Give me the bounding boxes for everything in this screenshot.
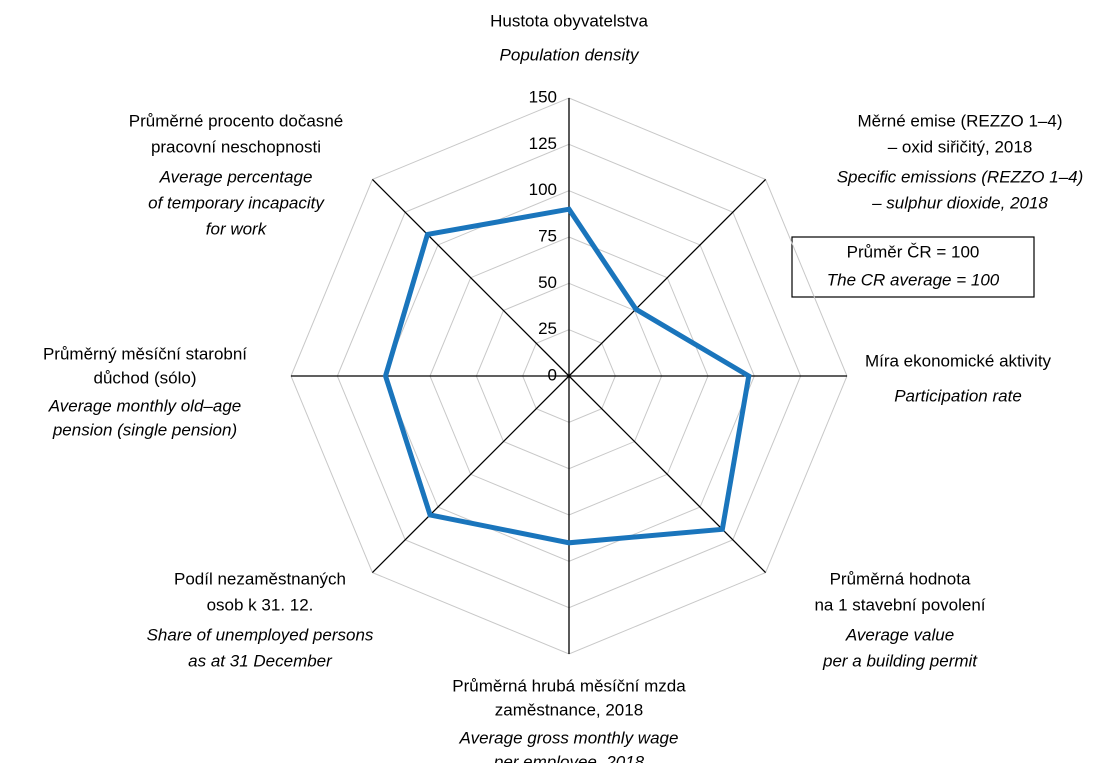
category-label-en: for work: [206, 219, 268, 238]
category-label-en: per employee, 2018: [493, 752, 645, 763]
category-label-en: pension (single pension): [52, 420, 237, 439]
axis-line: [371, 178, 570, 377]
axis-line: [568, 178, 767, 377]
annotation-box: [791, 236, 1035, 298]
category-label: Průměrný měsíční starobní: [43, 344, 247, 363]
category-label: Průměrná hrubá měsíční mzda: [452, 676, 686, 695]
category-label-en: Population density: [500, 45, 640, 64]
category-label-en: – sulphur dioxide, 2018: [871, 193, 1048, 212]
category-label-en: Specific emissions (REZZO 1–4): [837, 167, 1084, 186]
annotation: The CR average = 100: [827, 270, 1000, 289]
y-tick-label: 125: [529, 134, 557, 153]
category-label-en: Average value: [845, 625, 954, 644]
series-line: [382, 206, 752, 546]
category-label: Průměrné procento dočasné: [129, 111, 344, 130]
category-label-en: Participation rate: [894, 386, 1022, 405]
category-label: Podíl nezaměstnaných: [174, 569, 346, 588]
category-label-en: Average monthly old–age: [48, 396, 242, 415]
category-label: Průměrná hodnota: [830, 569, 971, 588]
y-tick-label: 0: [548, 365, 557, 384]
category-label: pracovní neschopnosti: [151, 137, 321, 156]
category-label: Hustota obyvatelstva: [490, 11, 648, 30]
category-label: důchod (sólo): [93, 368, 196, 387]
y-tick-label: 75: [538, 226, 557, 245]
category-label: Měrné emise (REZZO 1–4): [858, 111, 1063, 130]
y-tick-label: 50: [538, 273, 557, 292]
category-label-en: Average percentage: [159, 167, 313, 186]
annotation: Průměr ČR = 100: [847, 242, 980, 261]
axis-line: [568, 375, 767, 574]
y-tick-label: 100: [529, 180, 557, 199]
axis-line: [371, 375, 570, 574]
y-tick-label: 25: [538, 319, 557, 338]
category-label-en: Share of unemployed persons: [147, 625, 374, 644]
category-label: Míra ekonomické aktivity: [865, 351, 1052, 370]
category-label-en: of temporary incapacity: [148, 193, 325, 212]
category-label: zaměstnance, 2018: [495, 700, 643, 719]
category-label-en: Average gross monthly wage: [459, 728, 679, 747]
category-label-en: as at 31 December: [188, 651, 333, 670]
y-tick-label: 150: [529, 87, 557, 106]
category-label-en: per a building permit: [822, 651, 978, 670]
category-label: – oxid siřičitý, 2018: [888, 137, 1033, 156]
category-label: osob k 31. 12.: [207, 595, 314, 614]
category-label: na 1 stavební povolení: [814, 595, 985, 614]
